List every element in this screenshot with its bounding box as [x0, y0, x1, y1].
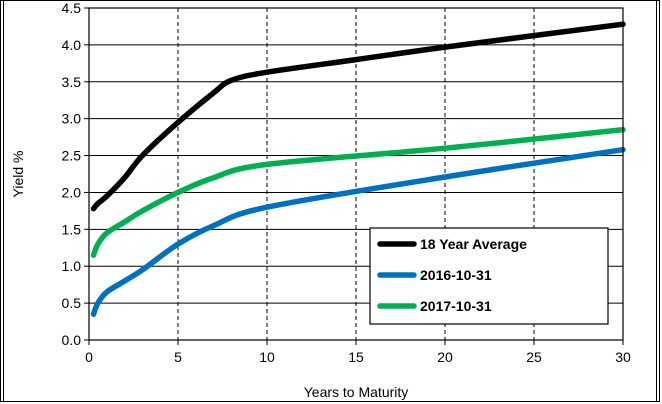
series-layer: [90, 21, 626, 317]
y-tick-label: 0.5: [62, 295, 82, 311]
y-tick-label: 1.0: [62, 258, 82, 274]
x-tick-label: 20: [437, 349, 453, 365]
tick-labels: 0.0 0.5 1.0 1.5 2.0 2.5 3.0 3.5 4.0 4.5 0 5 10 15 20 25…: [62, 0, 631, 365]
y-tick-label: 4.0: [62, 37, 82, 53]
y-tick-label: 4.5: [62, 0, 82, 16]
y-tick-label: 2.5: [62, 148, 82, 164]
y-tick-label: 3.5: [62, 74, 82, 90]
y-axis-title: Yield %: [10, 151, 26, 198]
chart-inner-frame: [3, 0, 657, 402]
x-tick-label: 0: [85, 349, 93, 365]
legend-label-0: 18 Year Average: [420, 236, 527, 252]
y-tick-label: 3.0: [62, 111, 82, 127]
x-axis-title: Years to Maturity: [304, 384, 409, 400]
series-line-1: [90, 146, 626, 317]
series-line-0: [90, 21, 626, 212]
y-tick-label: 1.5: [62, 221, 82, 237]
y-tick-label: 0.0: [62, 332, 82, 348]
y-tick-label: 2.0: [62, 184, 82, 200]
x-tick-label: 25: [526, 349, 542, 365]
x-tick-label: 5: [174, 349, 182, 365]
series-line-2: [90, 126, 626, 258]
x-tick-label: 30: [615, 349, 631, 365]
legend-label-2: 2017-10-31: [420, 298, 492, 314]
legend-label-1: 2016-10-31: [420, 267, 492, 283]
x-tick-label: 15: [348, 349, 364, 365]
x-tick-label: 10: [259, 349, 275, 365]
legend: 18 Year Average 2016-10-31 2017-10-31: [369, 227, 609, 325]
